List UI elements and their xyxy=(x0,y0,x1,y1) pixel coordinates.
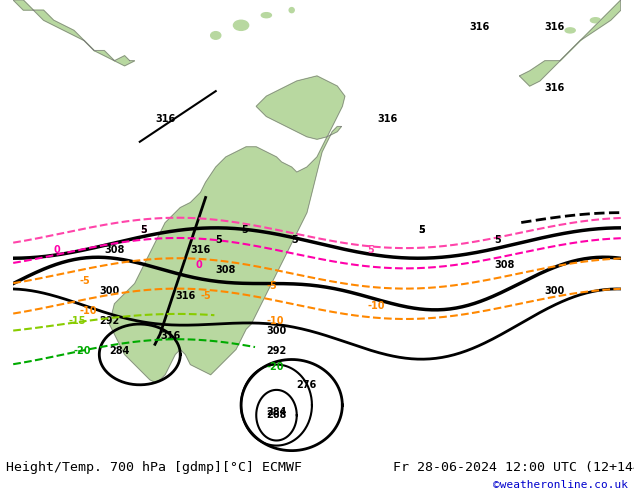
Text: 5: 5 xyxy=(216,235,223,245)
Text: -10: -10 xyxy=(79,306,96,316)
Text: 316: 316 xyxy=(190,245,210,255)
Text: ©weatheronline.co.uk: ©weatheronline.co.uk xyxy=(493,480,628,490)
Text: -20: -20 xyxy=(266,362,284,371)
Text: 316: 316 xyxy=(545,83,565,93)
Text: 5: 5 xyxy=(418,225,425,235)
Ellipse shape xyxy=(210,32,221,39)
Text: -10: -10 xyxy=(266,316,284,326)
Text: Fr 28-06-2024 12:00 UTC (12+144): Fr 28-06-2024 12:00 UTC (12+144) xyxy=(393,461,634,474)
Text: 300: 300 xyxy=(545,286,565,295)
Ellipse shape xyxy=(565,28,575,33)
Ellipse shape xyxy=(261,13,271,18)
Text: 316: 316 xyxy=(469,23,489,32)
Text: 5: 5 xyxy=(139,225,146,235)
Text: 300: 300 xyxy=(266,326,287,336)
Text: -5: -5 xyxy=(200,291,211,301)
Text: 316: 316 xyxy=(378,114,398,123)
Text: 292: 292 xyxy=(266,346,287,356)
Text: -5: -5 xyxy=(79,275,90,286)
Polygon shape xyxy=(519,0,621,86)
Text: 308: 308 xyxy=(216,266,236,275)
Text: 5: 5 xyxy=(418,225,425,235)
Text: 308: 308 xyxy=(495,260,515,270)
Text: 276: 276 xyxy=(297,380,317,390)
Text: -15: -15 xyxy=(69,316,86,326)
Text: Height/Temp. 700 hPa [gdmp][°C] ECMWF: Height/Temp. 700 hPa [gdmp][°C] ECMWF xyxy=(6,461,302,474)
Text: 268: 268 xyxy=(266,410,287,420)
Text: 308: 308 xyxy=(105,245,125,255)
Text: -20: -20 xyxy=(74,346,91,356)
Text: 0: 0 xyxy=(195,260,202,270)
Text: 284: 284 xyxy=(110,346,130,356)
Text: 316: 316 xyxy=(545,23,565,32)
Text: 292: 292 xyxy=(100,316,120,326)
Ellipse shape xyxy=(233,20,249,30)
Ellipse shape xyxy=(289,7,294,13)
Text: 5: 5 xyxy=(292,235,299,245)
Text: 300: 300 xyxy=(100,286,120,295)
Text: 0: 0 xyxy=(54,245,60,255)
Ellipse shape xyxy=(590,18,600,23)
Text: 5: 5 xyxy=(495,235,501,245)
Text: 316: 316 xyxy=(160,331,180,341)
Text: 316: 316 xyxy=(155,114,175,123)
Text: 5: 5 xyxy=(241,225,248,235)
Text: -10: -10 xyxy=(368,301,385,311)
Text: 316: 316 xyxy=(175,291,195,301)
Text: 5: 5 xyxy=(368,245,375,255)
Polygon shape xyxy=(110,76,345,382)
Text: 284: 284 xyxy=(266,407,287,417)
Text: 5: 5 xyxy=(139,225,146,235)
Text: -5: -5 xyxy=(266,281,277,291)
Polygon shape xyxy=(13,0,134,66)
